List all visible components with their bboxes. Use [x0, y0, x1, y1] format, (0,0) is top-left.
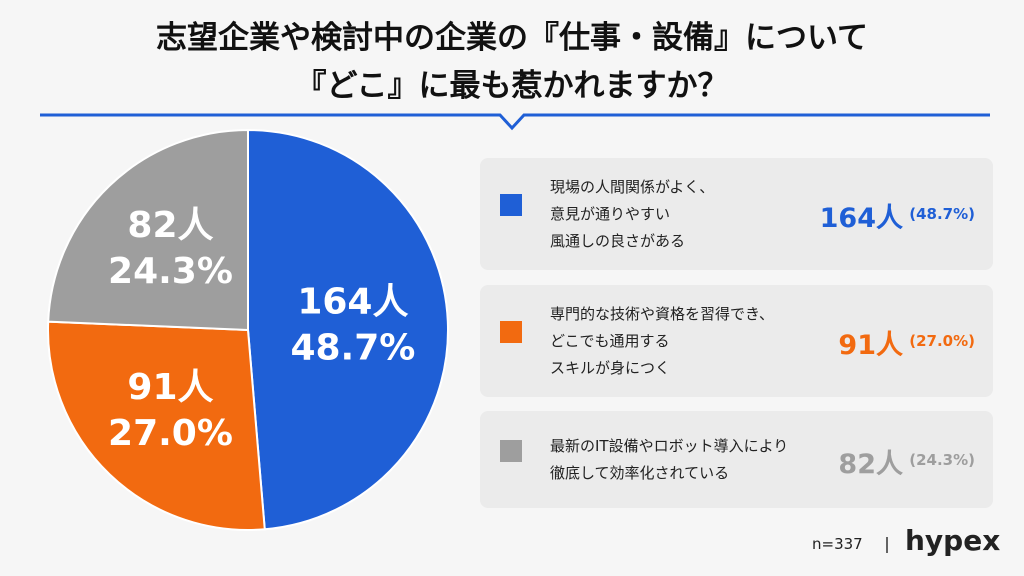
legend-swatch: [500, 321, 522, 343]
legend-item: 現場の人間関係がよく、 意見が通りやすい 風通しの良さがある 164人 (48.7%…: [480, 158, 993, 270]
pie-slice: [47, 320, 266, 531]
pie-slice: [247, 128, 449, 531]
slice-percent-label: 48.7%: [290, 328, 415, 369]
legend-percent: (48.7%): [909, 205, 975, 223]
legend-count: 91人: [838, 330, 903, 361]
legend-swatch: [500, 439, 522, 462]
legend-label: 現場の人間関係がよく、 意見が通りやすい 風通しの良さがある: [550, 177, 715, 250]
slice-count-label: 91人: [127, 367, 213, 408]
slice-count-label: 82人: [127, 205, 213, 246]
legend-percent: (27.0%): [909, 332, 975, 350]
title-rule: [40, 113, 990, 131]
slice-percent-label: 27.0%: [108, 413, 233, 454]
slice-percent-label: 24.3%: [108, 251, 233, 292]
legend-item: 最新のIT設備やロボット導入により 徹底して効率化されている 82人 (24.3%): [480, 411, 993, 508]
legend-item: 専門的な技術や資格を習得でき、 どこでも通用する スキルが身につく 91人 (27.…: [480, 285, 993, 397]
legend-count: 82人: [838, 448, 903, 480]
brand-logo: hypex: [905, 524, 1001, 557]
legend-label: 最新のIT設備やロボット導入により 徹底して効率化されている: [550, 436, 789, 482]
legend-percent: (24.3%): [909, 450, 975, 469]
pie-slice: [47, 128, 249, 332]
sample-size: n=337: [812, 535, 863, 553]
title: 志望企業や検討中の企業の『仕事・設備』について 『どこ』に最も惹かれますか？: [155, 20, 869, 104]
legend-swatch: [500, 194, 522, 216]
legend-label: 専門的な技術や資格を習得でき、 どこでも通用する スキルが身につく: [550, 304, 774, 377]
slice-count-label: 164人: [297, 282, 408, 323]
legend-count: 164人: [819, 203, 903, 234]
